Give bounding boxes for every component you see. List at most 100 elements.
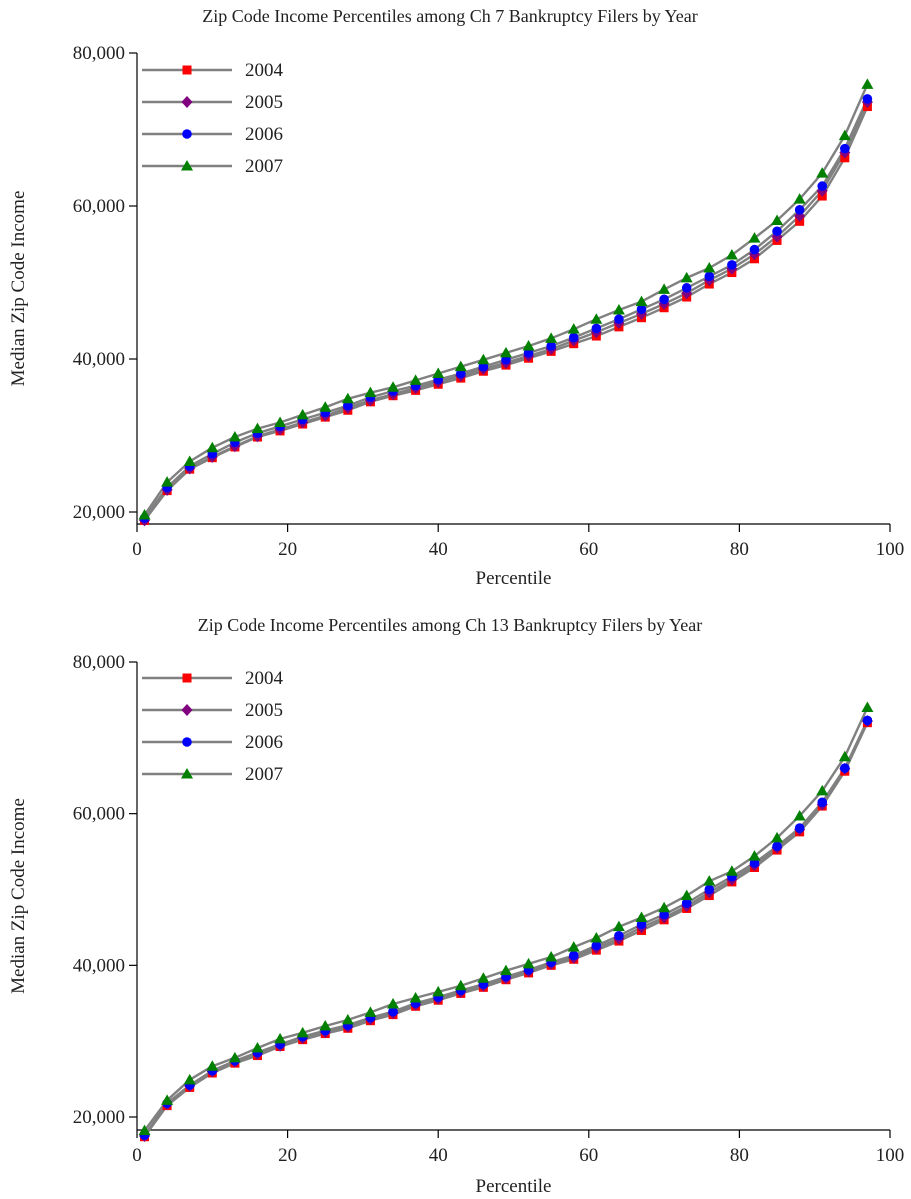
- data-point-2007: [703, 261, 716, 273]
- data-point-2007: [838, 129, 851, 141]
- chart-panel-1: Zip Code Income Percentiles among Ch 7 B…: [8, 6, 904, 589]
- y-tick-label: 60,000: [73, 196, 125, 217]
- data-point-2006: [614, 930, 624, 941]
- data-point-2006: [749, 244, 760, 255]
- chart-title: Zip Code Income Percentiles among Ch 13 …: [198, 615, 702, 635]
- data-point-2007: [138, 1124, 151, 1136]
- data-point-2006: [817, 797, 828, 808]
- y-axis-label: Median Zip Code Income: [8, 798, 29, 994]
- x-axis-label: Percentile: [476, 1176, 552, 1197]
- data-point-2007: [771, 831, 784, 843]
- data-point-2006: [772, 226, 782, 237]
- data-point-2007: [567, 323, 580, 334]
- data-point-2006: [568, 332, 579, 343]
- data-point-2007: [341, 392, 354, 404]
- chart-panel-2: Zip Code Income Percentiles among Ch 13 …: [8, 615, 904, 1197]
- legend-marker-2004: [182, 673, 192, 683]
- data-point-2007: [590, 932, 603, 943]
- legend: 2004 2005 2006 2007: [142, 668, 284, 785]
- data-point-2007: [635, 911, 648, 923]
- data-point-2006: [591, 323, 602, 334]
- x-tick-label: 60: [579, 539, 598, 560]
- x-tick-label: 80: [730, 539, 749, 560]
- data-point-2007: [477, 972, 490, 983]
- data-point-2007: [838, 750, 851, 762]
- data-point-2006: [388, 1006, 398, 1017]
- series-line-2007: [143, 83, 869, 516]
- data-point-2007: [364, 386, 377, 398]
- legend-label-2004: 2004: [245, 668, 284, 689]
- data-point-2007: [658, 283, 671, 294]
- data-point-2007: [477, 353, 490, 365]
- x-tick-label: 0: [132, 1145, 142, 1166]
- legend-label-2007: 2007: [245, 156, 283, 177]
- legend-marker-2005: [181, 704, 193, 716]
- y-tick-label: 40,000: [73, 349, 125, 370]
- data-point-2007: [861, 701, 874, 712]
- data-point-2007: [251, 1041, 264, 1053]
- data-point-2006: [659, 294, 669, 305]
- data-point-2007: [387, 998, 400, 1009]
- legend-label-2004: 2004: [245, 60, 284, 81]
- data-point-2007: [138, 509, 151, 520]
- data-point-2006: [636, 304, 647, 315]
- data-point-2006: [614, 314, 624, 325]
- data-point-2006: [568, 950, 579, 961]
- data-point-2006: [704, 884, 715, 895]
- data-point-2007: [228, 431, 241, 442]
- data-point-2007: [499, 964, 512, 976]
- y-tick-label: 80,000: [73, 43, 125, 64]
- data-point-2007: [183, 455, 196, 467]
- legend-label-2006: 2006: [245, 124, 283, 145]
- x-tick-label: 20: [278, 539, 297, 560]
- x-tick-label: 100: [876, 1145, 905, 1166]
- legend-marker-2006: [182, 129, 192, 139]
- data-point-2007: [206, 441, 219, 453]
- data-point-2007: [861, 78, 874, 89]
- data-point-2007: [545, 950, 558, 962]
- data-point-2006: [862, 94, 873, 104]
- data-point-2007: [341, 1013, 354, 1025]
- data-point-2007: [748, 850, 761, 861]
- data-point-2007: [274, 416, 287, 427]
- data-point-2007: [387, 381, 400, 392]
- data-point-2007: [454, 979, 467, 991]
- legend-label-2005: 2005: [245, 92, 283, 113]
- data-point-2007: [454, 360, 467, 372]
- data-point-2006: [681, 898, 692, 908]
- data-point-2006: [862, 715, 873, 726]
- data-point-2007: [206, 1060, 219, 1071]
- data-point-2007: [228, 1051, 241, 1063]
- data-point-2007: [274, 1032, 287, 1044]
- data-point-2006: [704, 271, 715, 282]
- chart-title: Zip Code Income Percentiles among Ch 7 B…: [202, 6, 697, 26]
- x-tick-label: 20: [278, 1145, 297, 1166]
- data-point-2007: [296, 1026, 309, 1038]
- data-point-2007: [658, 901, 671, 913]
- data-point-2007: [364, 1006, 377, 1017]
- data-point-2007: [545, 332, 558, 343]
- data-point-2007: [522, 339, 535, 351]
- data-point-2006: [546, 341, 556, 351]
- data-point-2007: [251, 422, 264, 434]
- x-axis-label: Percentile: [476, 568, 552, 589]
- x-tick-label: 40: [429, 539, 448, 560]
- data-point-2006: [817, 181, 828, 191]
- data-point-2007: [703, 875, 716, 886]
- data-point-2007: [319, 1020, 332, 1031]
- data-point-2007: [793, 193, 806, 204]
- x-tick-label: 80: [730, 1145, 749, 1166]
- data-point-2007: [522, 957, 535, 969]
- data-point-2007: [409, 374, 422, 385]
- data-point-2007: [680, 271, 693, 283]
- data-point-2007: [793, 809, 806, 821]
- data-point-2006: [840, 143, 850, 154]
- data-point-2006: [591, 940, 602, 951]
- x-tick-label: 100: [876, 539, 905, 560]
- data-point-2007: [432, 985, 445, 997]
- data-point-2007: [590, 313, 603, 324]
- y-tick-label: 40,000: [73, 955, 125, 976]
- data-point-2007: [296, 408, 309, 420]
- data-point-2007: [725, 865, 738, 876]
